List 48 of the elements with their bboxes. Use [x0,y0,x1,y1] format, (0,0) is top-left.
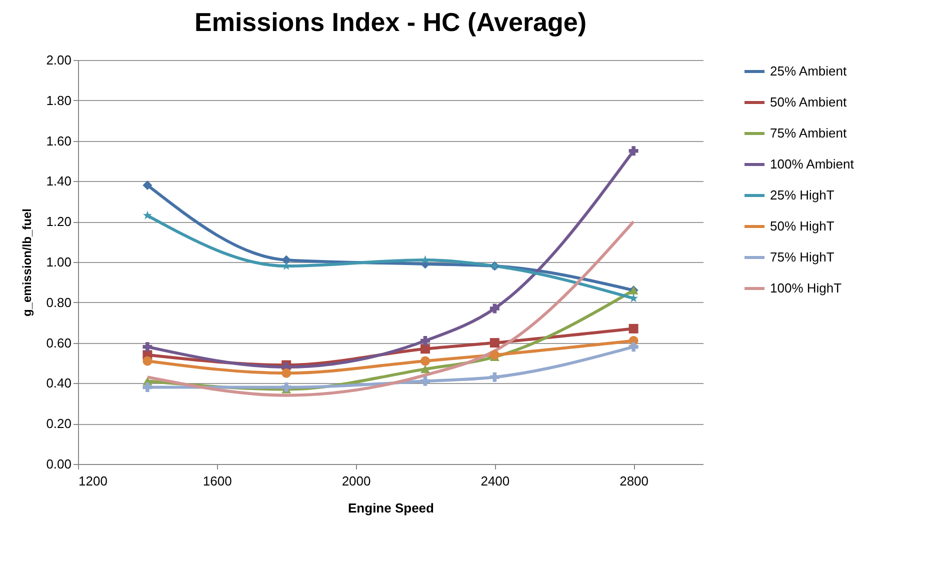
y-tick-label: 1.60 [46,133,72,148]
y-tick-label: 2.00 [46,52,72,68]
point [282,382,292,392]
y-tick-label: 1.00 [46,254,72,270]
point [420,255,430,264]
legend-label: 100% Ambient [770,156,854,172]
legend-label: 50% HighT [770,218,834,234]
legend-label: 75% HighT [770,250,834,264]
point [490,304,500,314]
x-tick-label: 2400 [480,474,510,488]
point [282,368,292,378]
point [142,180,152,190]
y-tick-label: 0.40 [46,376,72,391]
x-axis-title: Engine Speed [348,500,434,516]
legend-label: 25% HighT [770,188,834,202]
x-tick-label: 1200 [78,474,108,488]
point [420,336,430,346]
y-tick-label: 0.20 [46,416,72,432]
y-tick-label: 0.00 [46,456,72,472]
point [420,356,430,366]
x-tick-label: 2000 [342,474,371,488]
y-axis-title: g_emission/lb_fuel [20,208,34,317]
legend-label: 50% Ambient [770,94,847,110]
y-tick-label: 0.80 [46,294,72,310]
point [490,372,500,382]
point [420,364,430,374]
point [142,342,152,352]
x-tick-label: 2800 [620,474,649,488]
point [282,255,292,265]
legend-label: 75% Ambient [770,126,847,140]
point [628,324,638,334]
y-tick-label: 0.60 [46,335,72,350]
y-tick-label: 1.80 [46,92,72,108]
point [628,342,638,352]
legend-label: 25% Ambient [770,64,847,78]
chart-title: Emissions Index - HC (Average) [194,7,587,37]
point [420,376,430,386]
point [628,146,638,156]
point [490,350,500,360]
point [142,356,152,366]
x-tick-label: 1600 [202,474,232,488]
y-tick-label: 1.40 [46,174,72,189]
legend-label: 100% HighT [770,280,842,296]
point [420,344,430,354]
point [142,382,152,392]
point [142,210,152,220]
y-tick-label: 1.20 [46,214,72,230]
point [490,338,500,348]
